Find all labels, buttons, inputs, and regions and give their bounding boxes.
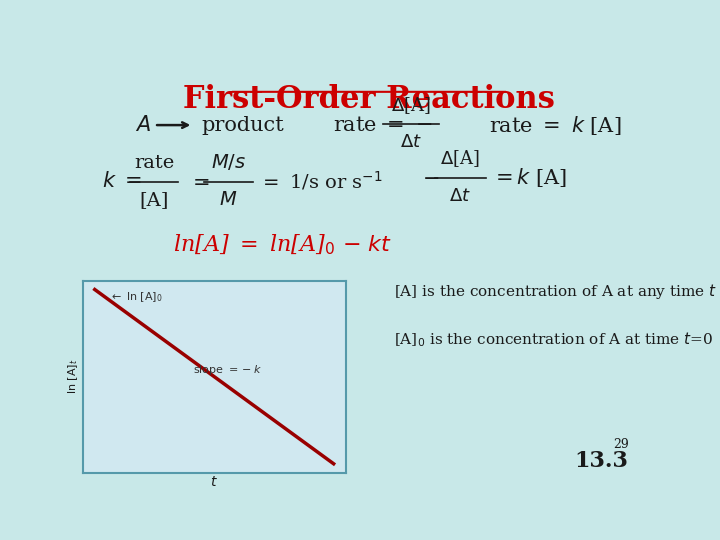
Text: product: product — [202, 116, 284, 134]
Text: $=$ 1/s or s$^{-1}$: $=$ 1/s or s$^{-1}$ — [258, 170, 382, 193]
Text: First-Order Reactions: First-Order Reactions — [183, 84, 555, 114]
Text: $=$: $=$ — [188, 172, 209, 191]
Text: rate: rate — [134, 154, 174, 172]
Text: slope $= -k$: slope $= -k$ — [193, 363, 262, 377]
Text: 29: 29 — [613, 437, 629, 451]
Text: $M$: $M$ — [219, 191, 238, 209]
Text: 13.3: 13.3 — [575, 450, 629, 472]
Text: $\Delta$[A]: $\Delta$[A] — [440, 148, 480, 168]
Text: $\leftarrow$ ln [A]$_0$: $\leftarrow$ ln [A]$_0$ — [109, 291, 163, 304]
Text: $= k$ [A]: $= k$ [A] — [490, 166, 567, 190]
Text: ln[A] $=$ ln[A]$_0$ $-$ $kt$: ln[A] $=$ ln[A]$_0$ $-$ $kt$ — [173, 232, 392, 256]
Y-axis label: ln [A]$_t$: ln [A]$_t$ — [66, 359, 80, 394]
Text: rate $=$ $k$ [A]: rate $=$ $k$ [A] — [489, 113, 621, 137]
Text: $M/s$: $M/s$ — [211, 152, 246, 172]
Text: [A]: [A] — [140, 191, 169, 209]
Text: $\Delta t$: $\Delta t$ — [400, 133, 422, 151]
Text: [A] is the concentration of A at any time $t$: [A] is the concentration of A at any tim… — [394, 282, 717, 301]
Text: $k$ $=$: $k$ $=$ — [102, 171, 143, 191]
Text: $\Delta t$: $\Delta t$ — [449, 187, 471, 205]
Text: $A$: $A$ — [135, 115, 150, 135]
X-axis label: $t$: $t$ — [210, 475, 218, 489]
Text: $-$: $-$ — [422, 167, 439, 186]
Text: [A]$_0$ is the concentration of A at time $t$=0: [A]$_0$ is the concentration of A at tim… — [394, 330, 714, 349]
Text: rate $=$ $-$: rate $=$ $-$ — [333, 116, 432, 134]
Text: $\Delta$[A]: $\Delta$[A] — [391, 94, 431, 116]
